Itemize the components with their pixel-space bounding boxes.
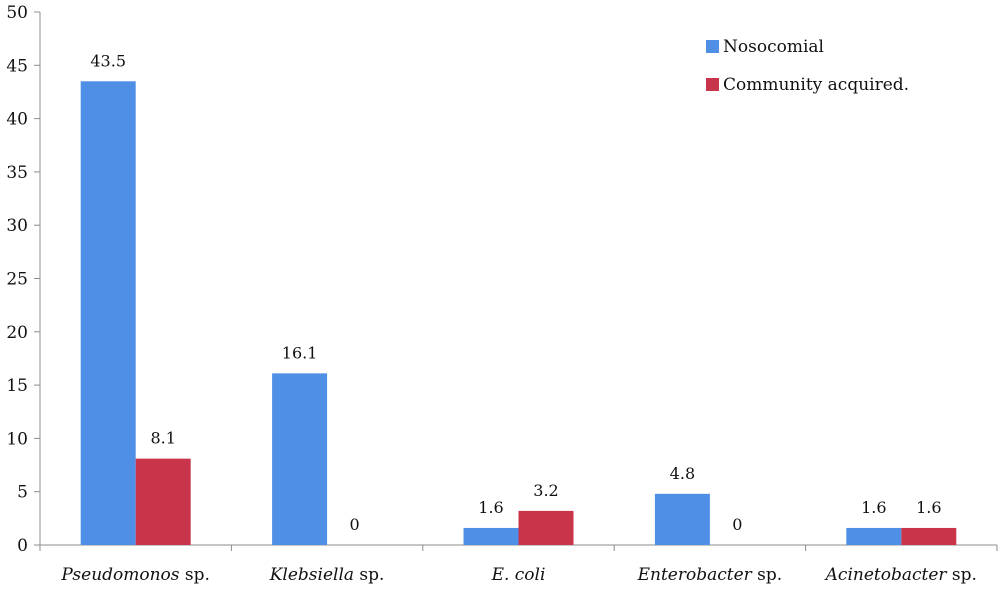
- category-label-italic: Pseudomonos: [60, 565, 179, 585]
- legend-label: Nosocomial: [723, 37, 824, 57]
- y-tick-label: 40: [6, 110, 28, 130]
- category-label-suffix: sp.: [354, 565, 384, 585]
- bar-community-acquired: [901, 527, 957, 545]
- category-label: Pseudomonos sp.: [60, 565, 210, 585]
- y-tick-label: 10: [6, 429, 28, 449]
- category-label: Klebsiella sp.: [269, 565, 385, 585]
- data-label: 3.2: [533, 481, 558, 500]
- data-label: 43.5: [90, 51, 126, 70]
- bar-nosocomial: [846, 527, 902, 545]
- data-label: 1.6: [861, 498, 886, 517]
- bar-nosocomial: [80, 81, 136, 545]
- x-axis: Pseudomonos sp. Klebsiella sp. E. coli Ente…: [39, 544, 998, 585]
- category-label-italic: E. coli: [491, 565, 546, 585]
- y-tick-label: 45: [6, 56, 28, 76]
- y-tick-label: 20: [6, 323, 28, 343]
- category-label-suffix: sp.: [180, 565, 210, 585]
- y-tick-label: 25: [6, 270, 28, 290]
- category-label-suffix: sp.: [752, 565, 782, 585]
- legend-label: Community acquired.: [723, 75, 909, 95]
- bar-community-acquired: [518, 510, 574, 545]
- data-labels: 43.5 16.1 1.6 4.8 1.6 8.1 0 3.2 0 1.6: [90, 51, 941, 534]
- bar-community-acquired: [135, 458, 191, 545]
- category-label: Acinetobacter sp.: [824, 565, 977, 585]
- category-label-italic: Klebsiella: [269, 565, 354, 585]
- data-label: 16.1: [282, 343, 318, 362]
- y-tick-label: 5: [17, 483, 28, 503]
- y-tick-label: 35: [6, 163, 28, 183]
- category-label-suffix: sp.: [947, 565, 977, 585]
- data-label: 0: [350, 515, 360, 534]
- category-label: Enterobacter sp.: [637, 565, 783, 585]
- bar-nosocomial: [654, 493, 710, 545]
- category-label: E. coli: [491, 565, 546, 585]
- data-label: 8.1: [150, 429, 175, 448]
- data-label: 4.8: [670, 464, 695, 483]
- category-label-italic: Acinetobacter: [824, 565, 948, 585]
- bar-nosocomial: [272, 373, 328, 545]
- y-tick-label: 15: [6, 376, 28, 396]
- y-tick-label: 30: [6, 216, 28, 236]
- data-label: 1.6: [478, 498, 503, 517]
- bar-nosocomial: [463, 527, 519, 545]
- category-label-italic: Enterobacter: [637, 565, 753, 585]
- y-tick-label: 50: [6, 3, 28, 23]
- y-tick-label: 0: [17, 536, 28, 556]
- legend-swatch-community-acquired: [706, 78, 719, 91]
- y-axis: 0 5 10 15 20 25 30 35 40 45 50: [6, 3, 41, 556]
- bars: [80, 81, 957, 545]
- legend: Nosocomial Community acquired.: [706, 37, 909, 95]
- data-label: 0: [732, 515, 742, 534]
- data-label: 1.6: [916, 498, 941, 517]
- legend-swatch-nosocomial: [706, 40, 719, 53]
